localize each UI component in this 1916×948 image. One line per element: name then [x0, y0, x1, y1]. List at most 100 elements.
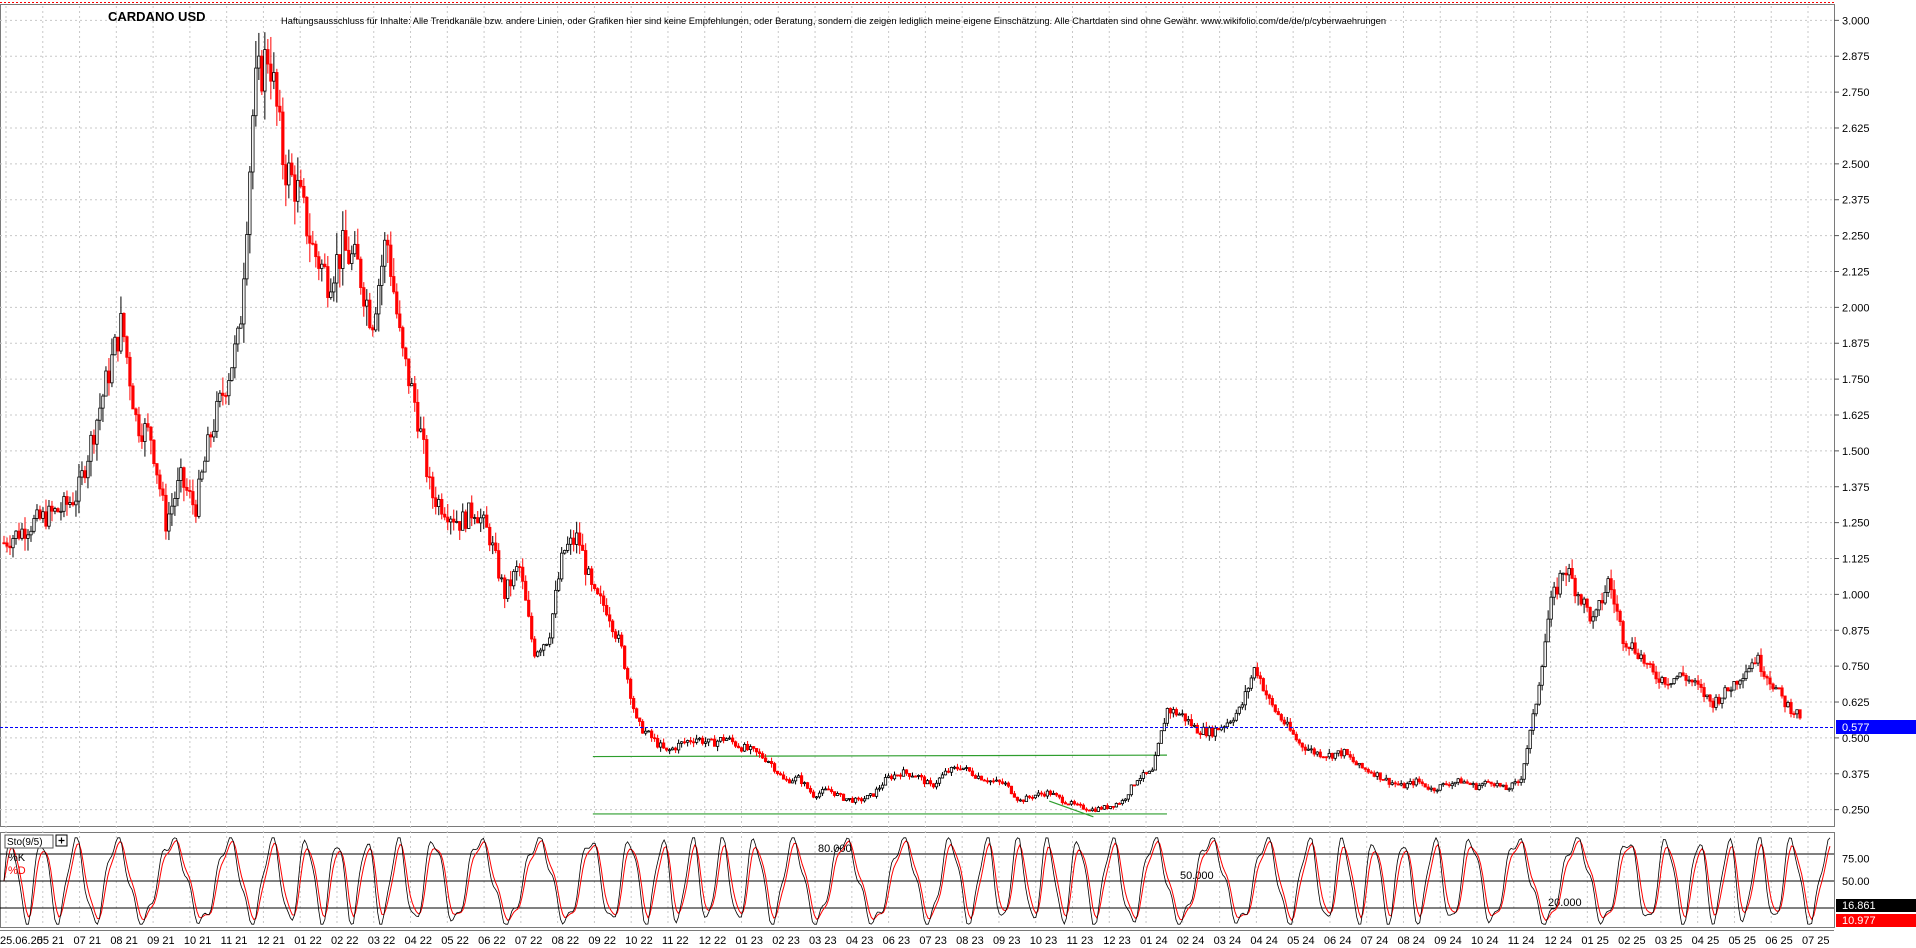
y-tick-label: 2.750 — [1842, 87, 1870, 99]
candle-body — [527, 599, 531, 617]
candle-body — [632, 698, 636, 710]
candle-body — [1423, 783, 1427, 788]
candle-body — [1375, 772, 1379, 777]
candle-body — [739, 747, 744, 752]
candle-body — [1120, 800, 1124, 805]
candle-body — [1063, 802, 1068, 805]
candle-body — [1141, 772, 1145, 779]
candle-body — [1543, 641, 1547, 667]
candle-body — [1225, 722, 1229, 728]
candle-body — [1258, 675, 1262, 679]
candle-body — [1771, 683, 1775, 690]
candle-body — [167, 513, 171, 532]
y-tick-label: 1.000 — [1842, 589, 1870, 601]
candle-body — [1357, 762, 1361, 766]
candle-body — [766, 761, 771, 763]
candle-body — [425, 439, 429, 478]
candle-body — [386, 239, 390, 246]
trendline — [592, 754, 1167, 758]
stoch-panel-frame — [0, 832, 1835, 928]
candle-body — [1606, 578, 1610, 593]
candle-body — [748, 746, 753, 751]
candle-body — [790, 780, 795, 784]
candle-body — [710, 738, 714, 741]
candle-body — [1237, 706, 1241, 714]
candle-body — [829, 789, 834, 793]
candle-body — [1303, 746, 1307, 751]
candle-body — [832, 791, 837, 796]
trendline — [1049, 800, 1094, 818]
candle-body — [443, 513, 447, 518]
candle-body — [74, 500, 78, 506]
candle-body — [1240, 704, 1244, 708]
candle-body — [689, 740, 693, 743]
candle-body — [1267, 694, 1271, 699]
candle-body — [736, 745, 741, 749]
y-tick-label: 0.500 — [1842, 733, 1870, 745]
candle-body — [572, 537, 576, 545]
y-tick-label: 2.125 — [1842, 266, 1870, 278]
candle-body — [916, 775, 921, 777]
candle-body — [245, 234, 249, 280]
candle-body — [1177, 713, 1181, 716]
candle-body — [904, 769, 909, 774]
candle-body — [80, 470, 84, 478]
candle-body — [910, 775, 915, 778]
candle-body — [1183, 713, 1187, 722]
candle-body — [317, 256, 321, 269]
candle-body — [380, 265, 384, 286]
candle-body — [1216, 727, 1220, 731]
candle-body — [1363, 767, 1367, 770]
candle-body — [1546, 618, 1550, 643]
candle-body — [230, 367, 234, 381]
candle-body — [101, 395, 105, 409]
stoch-label-box[interactable] — [4, 834, 54, 849]
candle-body — [1519, 778, 1523, 783]
candle-body — [590, 568, 594, 585]
candle-body — [599, 593, 603, 597]
candle-body — [1672, 678, 1676, 684]
candle-body — [413, 383, 417, 403]
x-tick-label: 10 24 — [1471, 935, 1499, 947]
candle-body — [973, 775, 978, 779]
candle-body — [1156, 742, 1160, 756]
candle-body — [1471, 783, 1475, 786]
candle-body — [1480, 783, 1484, 787]
candle-body — [1402, 783, 1406, 789]
candle-body — [775, 770, 780, 774]
candle-body — [374, 313, 378, 331]
candle-body — [1180, 713, 1184, 716]
candle-body — [1567, 568, 1571, 576]
candle-body — [1783, 695, 1787, 708]
candle-body — [26, 534, 30, 539]
candle-body — [125, 336, 129, 358]
candle-body — [563, 550, 567, 554]
candle-body — [1432, 787, 1436, 792]
candle-body — [1408, 781, 1412, 785]
candle-body — [757, 751, 762, 755]
candle-body — [566, 543, 570, 551]
candle-body — [1654, 671, 1658, 680]
candle-body — [1642, 654, 1646, 664]
candle-body — [1564, 572, 1568, 576]
y-tick-label: 0.750 — [1842, 661, 1870, 673]
candle-body — [1690, 679, 1694, 683]
candle-body — [419, 428, 423, 432]
candle-body — [263, 49, 267, 92]
candle-body — [946, 770, 951, 773]
candle-body — [976, 775, 981, 779]
candle-body — [1201, 726, 1205, 735]
price-axis: 3.000 2.875 2.750 2.625 2.500 2.375 2.250 2.125… — [1834, 15, 1870, 817]
y-tick-label: 2.375 — [1842, 195, 1870, 207]
candle-body — [350, 253, 354, 264]
candle-body — [1732, 681, 1736, 691]
candle-body — [1621, 621, 1625, 644]
candle-body — [1582, 598, 1586, 605]
x-tick-label: 05 24 — [1287, 935, 1315, 947]
y-tick-label: 2.875 — [1842, 51, 1870, 63]
candle-body — [410, 383, 414, 387]
candle-body — [1537, 684, 1541, 705]
candle-body — [206, 434, 210, 462]
candle-body — [880, 784, 885, 789]
candle-body — [1474, 783, 1478, 790]
